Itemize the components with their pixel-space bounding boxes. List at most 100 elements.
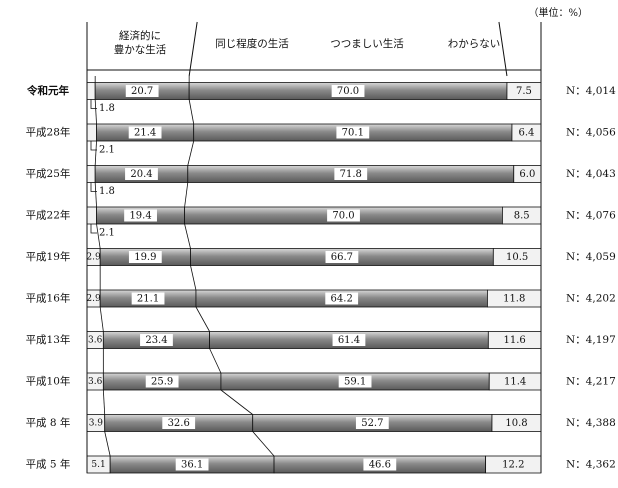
row-label-0: 令和元年 (26, 84, 69, 97)
boundary-connector-1-3 (184, 223, 191, 249)
bar-value-8-3: 10.8 (505, 418, 527, 429)
bar-value-2-2: 71.8 (340, 169, 362, 180)
n-label-7: N：4,217 (566, 376, 616, 388)
bar-value-8-1: 32.6 (168, 418, 190, 429)
row-label-3: 平成22年 (26, 209, 71, 222)
boundary-connector-1-4 (190, 265, 197, 291)
row-label-4: 平成19年 (26, 250, 71, 263)
bar-value-9-2: 46.6 (369, 460, 391, 471)
bar-value-2-0: 1.8 (99, 186, 115, 197)
boundary-connector-1-0 (188, 99, 195, 125)
bar-value-1-2: 70.1 (342, 128, 364, 139)
small-leader-3 (90, 224, 97, 234)
bar-value-2-3: 6.0 (519, 169, 535, 180)
boundary-connector-1-8 (252, 431, 275, 457)
bar-value-9-1-box (175, 458, 209, 471)
legend-label-rich-line1: 経済的に (119, 29, 161, 42)
bar-value-0-1-box (125, 85, 159, 97)
boundary-connector-0-8 (104, 431, 111, 457)
header-divider-1 (498, 21, 508, 77)
boundary-connector-1-7 (220, 389, 253, 415)
bar-value-1-1: 21.4 (134, 128, 156, 139)
legend-label-same: 同じ程度の生活 (215, 37, 289, 50)
bar-value-3-0: 2.1 (99, 228, 115, 239)
bar-value-7-0: 3.6 (88, 377, 103, 387)
bar-value-6-1-box (140, 334, 173, 346)
bar-value-4-2-box (325, 251, 359, 263)
bar-value-6-2: 61.4 (338, 335, 360, 346)
n-label-5: N：4,202 (566, 293, 616, 305)
n-label-1: N：4,056 (566, 127, 616, 139)
bar-value-8-0: 3.9 (89, 419, 104, 429)
n-label-3: N：4,076 (566, 210, 616, 222)
boundary-connector-0-5 (99, 306, 104, 332)
bar-value-0-0: 1.8 (99, 103, 115, 114)
row-label-8: 平成 8 年 (26, 416, 71, 429)
bar-value-2-2-box (334, 168, 368, 180)
row-label-1: 平成28年 (26, 126, 71, 139)
legend-label-unknown: わからない (448, 38, 501, 50)
boundary-connector-1-6 (209, 348, 222, 374)
n-label-4: N：4,059 (566, 251, 616, 263)
n-label-2: N：4,043 (566, 168, 616, 180)
bar-value-5-1: 21.1 (137, 294, 159, 305)
bar-value-0-2: 70.0 (337, 86, 359, 97)
bar-value-9-2-box (363, 458, 397, 471)
bar-value-4-1-box (128, 251, 162, 263)
legend-label-rich-line2: 豊かな生活 (114, 43, 167, 56)
bar-value-1-1-box (128, 126, 162, 139)
bar-value-0-2-box (331, 85, 365, 97)
bar-value-5-3: 11.8 (503, 294, 525, 305)
row-label-2: 平成25年 (26, 167, 71, 180)
row-label-6: 平成13年 (26, 333, 71, 346)
bar-value-7-1-box (145, 375, 179, 388)
unit-label: （単位：%） (528, 8, 588, 19)
bar-value-7-3: 11.4 (504, 377, 526, 388)
bar-value-8-2: 52.7 (361, 418, 383, 429)
bar-value-9-0: 5.1 (91, 460, 105, 470)
small-leader-0 (90, 99, 97, 109)
bar-value-6-0: 3.6 (88, 336, 103, 346)
bar-segment-3-0 (86, 206, 97, 225)
n-label-9: N：4,362 (566, 459, 616, 471)
boundary-connector-0-2 (94, 182, 97, 208)
bar-value-1-0: 2.1 (99, 145, 115, 156)
bar-value-3-1: 19.4 (129, 211, 151, 222)
bar-value-5-0: 2.9 (86, 294, 101, 304)
bar-segment-1-0 (86, 123, 97, 142)
bar-value-8-1-box (162, 417, 196, 429)
bar-value-2-1-box (125, 168, 158, 180)
bar-value-3-1-box (124, 209, 157, 222)
bar-value-4-1: 19.9 (134, 252, 156, 263)
small-leader-2 (90, 182, 97, 192)
bar-value-6-1: 23.4 (145, 335, 167, 346)
boundary-connector-0-3 (96, 223, 101, 249)
bar-value-7-2-box (338, 375, 372, 388)
bar-value-0-1: 20.7 (131, 86, 153, 97)
bar-value-6-3: 11.6 (504, 335, 526, 346)
row-label-7: 平成10年 (26, 375, 71, 388)
bar-value-9-3: 12.2 (502, 460, 524, 471)
boundary-connector-0-0 (94, 99, 97, 125)
legend-label-modest: つつましい生活 (330, 37, 404, 50)
boundary-connector-1-1 (187, 140, 195, 166)
small-leader-1 (90, 141, 97, 151)
n-label-8: N：4,388 (566, 417, 616, 429)
boundary-connector-0-7 (102, 389, 106, 415)
boundary-connector-0-1 (94, 140, 97, 166)
boundary-connector-1-5 (195, 306, 210, 332)
bar-value-9-1: 36.1 (181, 460, 203, 471)
bar-value-3-2: 70.0 (332, 211, 354, 222)
bar-segment-2-0 (86, 165, 96, 183)
bar-value-1-2-box (336, 126, 370, 139)
n-label-6: N：4,197 (566, 334, 616, 346)
bar-value-6-2-box (332, 334, 366, 346)
bar-value-5-1-box (131, 292, 165, 305)
bar-value-4-0: 2.9 (86, 253, 101, 263)
n-label-0: N：4,014 (566, 85, 616, 97)
bar-value-7-2: 59.1 (344, 377, 366, 388)
row-label-9: 平成 5 年 (26, 458, 71, 471)
bar-value-1-3: 6.4 (519, 128, 535, 139)
bar-value-5-2: 64.2 (331, 294, 353, 305)
